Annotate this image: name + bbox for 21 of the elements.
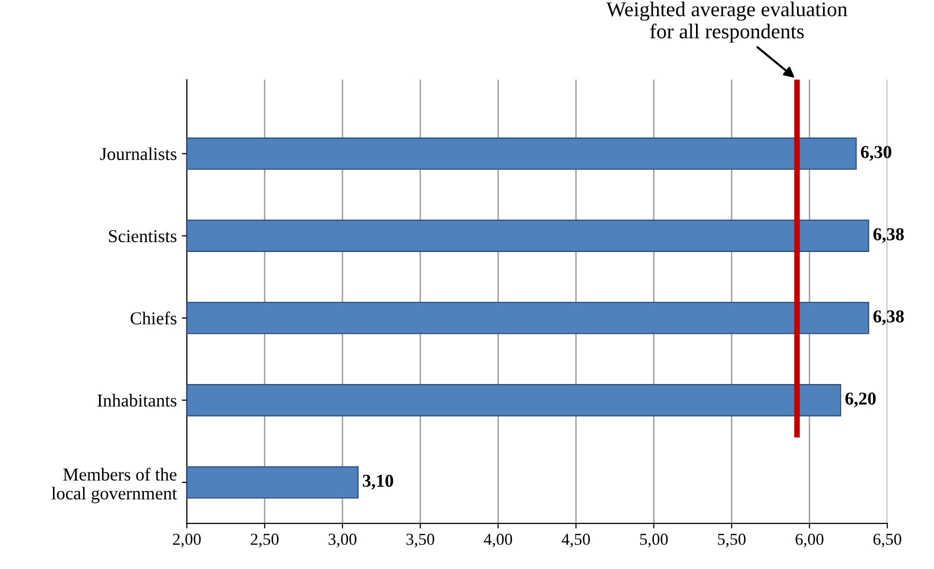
data-label: 6,30 [860, 146, 892, 161]
data-label: 6,38 [873, 310, 904, 326]
x-tick-label: 6,00 [796, 534, 824, 548]
data-label: 3,10 [362, 474, 394, 490]
y-tick-label: Chiefs [130, 312, 176, 324]
x-tick-label: 4,00 [484, 534, 512, 548]
x-tick-label: 5,50 [718, 534, 746, 548]
y-tick-label: Inhabitants [98, 394, 176, 407]
x-tick-label: 4,50 [562, 534, 590, 548]
y-tick-label: Scientists [109, 230, 176, 242]
x-tick-label: 3,00 [328, 534, 356, 548]
data-label: 6,38 [873, 228, 904, 243]
ref-line-label: Weighted average evaluation for all respondents [606, 2, 848, 43]
y-tick-label: Journalists [100, 147, 176, 160]
x-tick-label: 3,50 [406, 534, 434, 548]
data-label: 6,20 [845, 392, 876, 408]
x-tick-label: 2,00 [172, 534, 201, 548]
x-tick-label: 6,50 [873, 534, 902, 548]
x-tick-label: 2,50 [250, 534, 279, 548]
x-tick-label: 5,00 [640, 534, 668, 548]
y-tick-label: Members of the local government [52, 468, 177, 504]
